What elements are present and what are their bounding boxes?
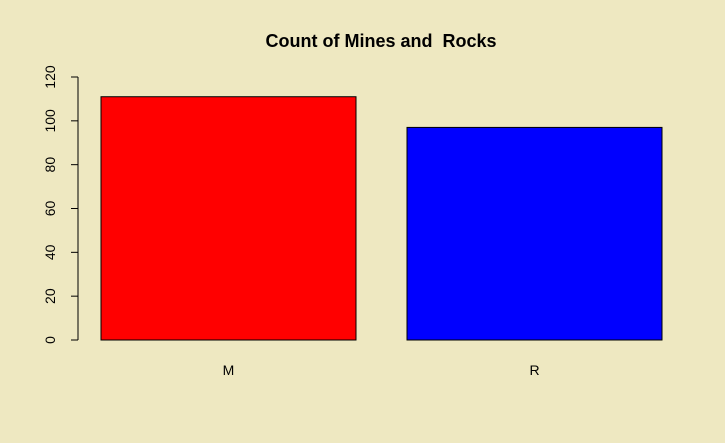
y-tick-label: 40: [42, 244, 58, 260]
bars-group: [100, 96, 663, 341]
bar-M: [100, 96, 357, 341]
x-category-label: R: [529, 362, 539, 378]
y-tick-label: 120: [42, 65, 58, 89]
y-tick-label: 60: [42, 201, 58, 217]
y-axis: 0 20 40 60 80 100 120: [42, 65, 79, 344]
y-tick-label: 20: [42, 288, 58, 304]
chart-title: Count of Mines and Rocks: [265, 31, 496, 51]
y-tick-label: 100: [42, 109, 58, 133]
x-category-label: M: [223, 362, 235, 378]
bar-R: [406, 126, 663, 341]
y-tick-label: 0: [42, 336, 58, 344]
y-tick-label: 80: [42, 157, 58, 173]
